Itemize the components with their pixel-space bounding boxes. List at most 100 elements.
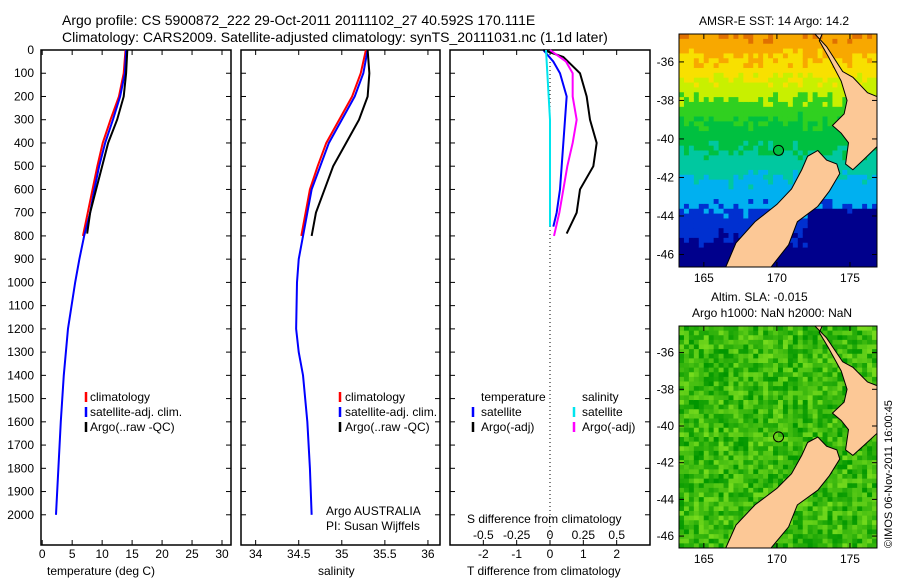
map-cell [822,511,828,517]
map-cell [817,358,824,364]
map-cell [807,326,814,332]
map-cell [812,252,819,258]
map-cell [797,413,804,419]
map-cell [817,538,824,544]
map-cell [837,140,843,147]
map-cell [812,126,819,132]
map-cell [683,116,690,122]
map-cell [758,77,764,84]
map-cell [688,339,695,345]
map-cell [683,242,690,249]
map-cell [852,189,858,195]
map-cell [688,469,695,475]
map-cell [718,184,725,190]
map-cell [768,427,774,433]
map-cell [698,511,705,517]
map-cell [718,450,725,456]
map-cell [817,497,824,503]
map-cell [738,515,744,521]
map-cell [703,372,710,378]
map-cell [847,53,853,59]
map-cell [728,529,734,535]
map-cell [683,213,690,219]
map-cell [738,437,744,443]
map-cell [807,418,814,424]
map-cell [768,97,774,103]
y-tick-label: 700 [14,206,34,220]
map-cell [679,515,685,521]
map-cell [743,223,749,229]
map-cell [713,404,720,410]
map-cell [832,390,838,396]
map-cell [842,155,848,161]
map-cell [857,464,863,470]
map-cell [778,381,784,387]
map-cell [872,252,878,258]
map-cell [773,349,779,355]
map-cell [693,218,700,224]
map-cell [703,432,710,438]
map-cell [683,145,690,151]
map-cell [703,150,710,156]
map-cell [718,543,725,549]
map-cell [713,450,720,456]
map-cell [857,367,863,373]
map-cell [753,140,759,147]
map-cell [782,344,789,350]
map-cell [753,116,759,122]
map-cell [827,252,833,258]
map-cell [807,497,814,503]
map-cell [723,160,729,166]
map-cell [679,126,685,132]
map-cell [763,135,769,142]
map-cell [738,335,744,341]
map-cell [773,409,779,415]
map-cell [857,344,863,350]
map-cell [842,483,848,489]
map-cell [748,140,754,147]
map-cell [763,400,769,406]
map-cell [723,43,729,50]
map-cell [698,353,705,359]
map-cell [679,87,685,93]
map-cell [832,131,838,137]
map-cell [679,101,685,108]
map-cell [753,97,759,103]
map-cell [787,349,794,355]
map-cell [679,487,685,493]
map-cell [768,160,774,166]
map-cell [792,38,799,45]
map-cell [822,53,828,59]
map-cell [812,372,819,378]
map-cell [688,423,695,429]
map-cell [822,529,828,535]
map-cell [718,189,725,195]
map-cell [683,34,690,40]
map-cell [758,423,764,429]
map-cell [797,349,804,355]
map-cell [862,233,868,239]
map-cell [708,237,715,244]
map-cell [792,511,799,517]
map-cell [723,97,729,103]
map-cell [758,48,764,54]
map-cell [748,101,754,108]
map-cell [787,247,794,253]
map-cell [733,363,739,369]
map-cell [748,386,754,392]
map-cell [758,395,764,401]
map-cell [758,483,764,489]
map-cell [733,515,739,521]
map-cell [718,213,725,219]
map-cell [797,381,804,387]
map-cell [703,213,710,219]
map-cell [698,228,705,234]
map-cell [708,543,715,549]
map-cell [807,381,814,387]
map-cell [822,72,828,79]
map-cell [743,450,749,456]
map-cell [713,38,720,45]
map-cell [713,116,720,122]
map-cell [758,131,764,137]
map-cell [738,34,744,40]
